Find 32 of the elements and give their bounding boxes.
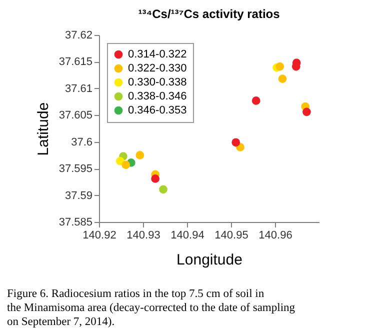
legend-label: 0.330-0.338 xyxy=(128,76,187,88)
y-tick-label: 37.615 xyxy=(58,56,92,68)
legend-label: 0.346-0.353 xyxy=(128,104,187,116)
caption: Figure 6. Radiocesium ratios in the top 7.5 cm of soil in the Minamisoma area (decay-corrected to the date of sampling on September 7, 2014). xyxy=(7,288,296,328)
point xyxy=(136,151,144,160)
point xyxy=(122,160,130,170)
y-tick-label: 37.6 xyxy=(71,136,92,148)
x-tick-label: 140.94 xyxy=(170,230,204,242)
x-tick-label: 140.96 xyxy=(258,230,292,242)
y-tick-label: 37.61 xyxy=(64,82,92,95)
y-tick-label: 37.585 xyxy=(58,216,92,228)
point xyxy=(116,156,124,166)
chart-title: ¹³⁴Cs/¹³⁷Cs activity ratios xyxy=(138,7,280,21)
y-axis-title: Latitude xyxy=(34,102,52,156)
legend-label: 0.314-0.322 xyxy=(128,48,187,60)
y-tick-label: 37.59 xyxy=(64,190,92,202)
point xyxy=(151,174,160,183)
x-tick-label: 140.93 xyxy=(126,230,160,242)
point xyxy=(276,62,284,71)
point xyxy=(302,108,311,116)
point xyxy=(252,96,260,105)
y-tick-label: 37.62 xyxy=(64,30,92,42)
legend-label: 0.338-0.346 xyxy=(128,90,187,102)
y-tick-label: 37.595 xyxy=(58,163,92,176)
x-tick-label: 140.95 xyxy=(214,230,248,242)
x-axis-title: Longitude xyxy=(176,252,242,268)
y-tick-label: 37.605 xyxy=(58,110,92,122)
point xyxy=(278,74,287,83)
x-tick-label: 140.92 xyxy=(82,230,116,242)
legend-label: 0.322-0.330 xyxy=(128,62,187,74)
point xyxy=(232,138,240,147)
point xyxy=(159,185,168,194)
